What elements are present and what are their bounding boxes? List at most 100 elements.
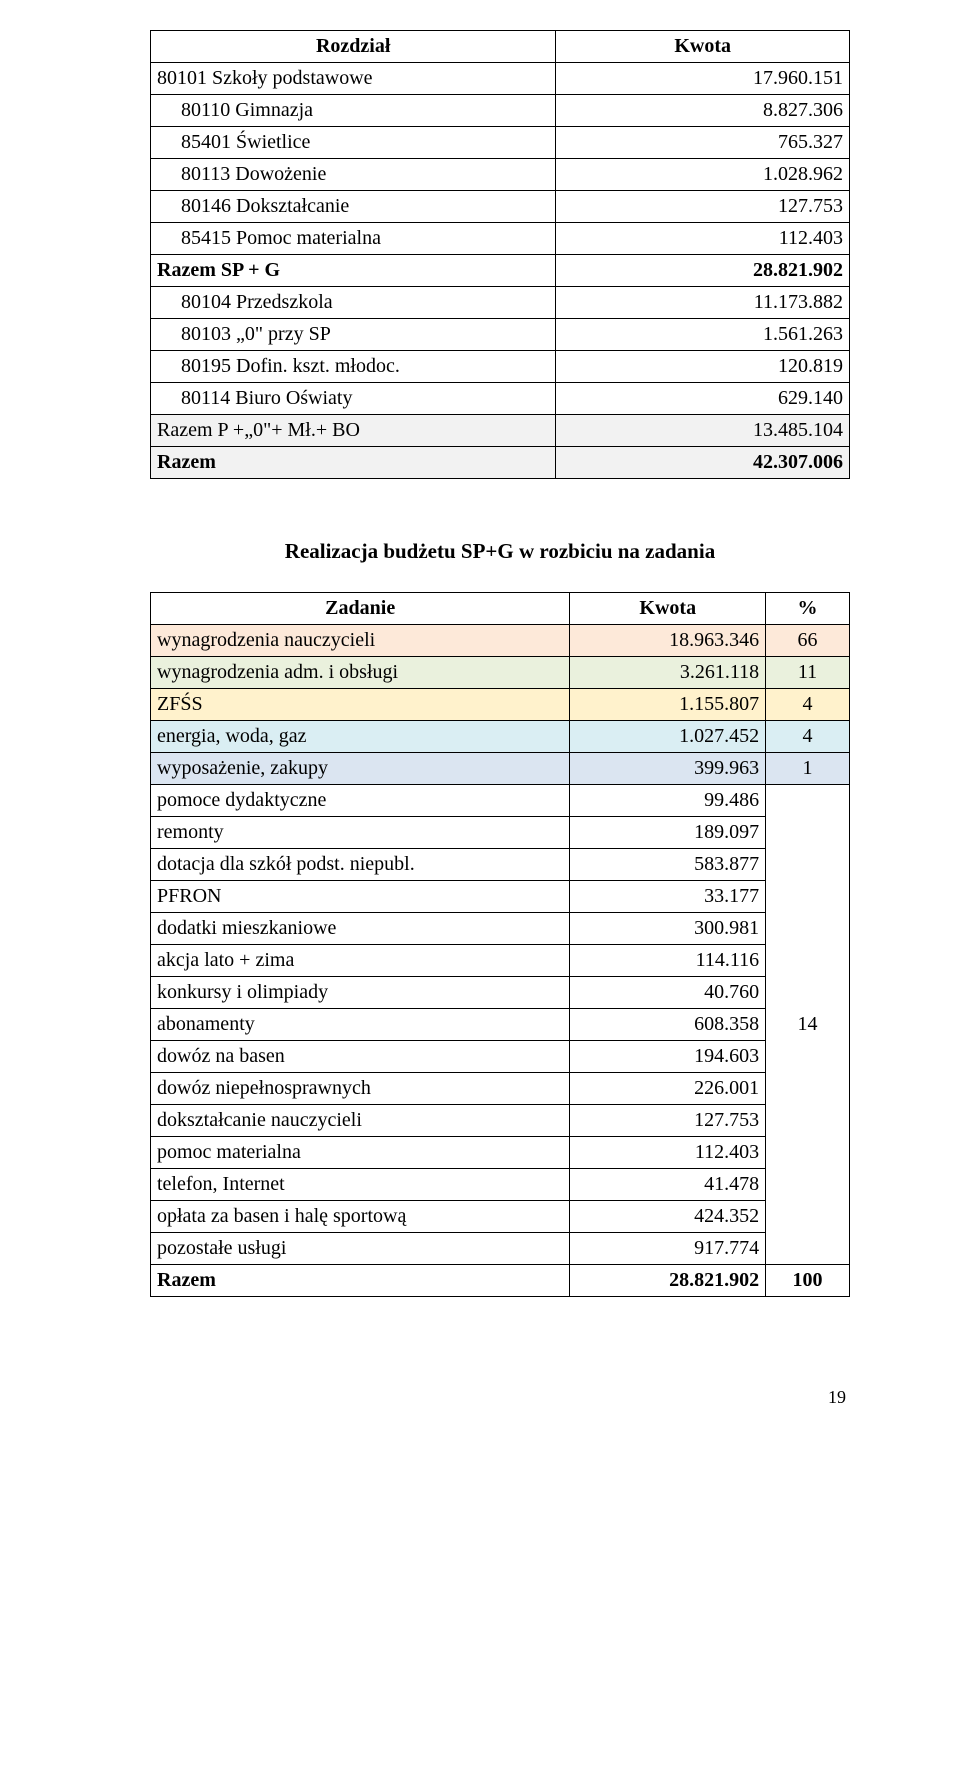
table-row: abonamenty608.358	[151, 1009, 850, 1041]
table-row: 80146 Dokształcanie127.753	[151, 191, 850, 223]
cell-pct: 4	[766, 689, 850, 721]
table-row: wyposażenie, zakupy399.9631	[151, 753, 850, 785]
cell-value: 127.753	[556, 191, 850, 223]
cell-label: remonty	[151, 817, 570, 849]
cell-label: pomoce dydaktyczne	[151, 785, 570, 817]
cell-label: dotacja dla szkół podst. niepubl.	[151, 849, 570, 881]
cell-label: energia, woda, gaz	[151, 721, 570, 753]
header-pct: %	[766, 593, 850, 625]
cell-label: 80110 Gimnazja	[151, 95, 556, 127]
cell-label: 80103 „0" przy SP	[151, 319, 556, 351]
header-rozdzial: Rozdział	[151, 31, 556, 63]
cell-value: 99.486	[570, 785, 766, 817]
cell-label: dowóz na basen	[151, 1041, 570, 1073]
header-kwota: Kwota	[556, 31, 850, 63]
cell-value: 11.173.882	[556, 287, 850, 319]
cell-label: 85415 Pomoc materialna	[151, 223, 556, 255]
table-row: dotacja dla szkół podst. niepubl.583.877	[151, 849, 850, 881]
cell-pct: 11	[766, 657, 850, 689]
cell-value: 3.261.118	[570, 657, 766, 689]
table-row: 80101 Szkoły podstawowe17.960.151	[151, 63, 850, 95]
table-row: akcja lato + zima114.116	[151, 945, 850, 977]
page-number: 19	[150, 1387, 850, 1408]
cell-value: 583.877	[570, 849, 766, 881]
cell-value: 41.478	[570, 1169, 766, 1201]
cell-label: telefon, Internet	[151, 1169, 570, 1201]
table-row: konkursy i olimpiady40.760	[151, 977, 850, 1009]
cell-pct: 66	[766, 625, 850, 657]
cell-label: konkursy i olimpiady	[151, 977, 570, 1009]
cell-pct-merged: 14	[766, 785, 850, 1265]
cell-value: 40.760	[570, 977, 766, 1009]
cell-label: wyposażenie, zakupy	[151, 753, 570, 785]
table-row: dodatki mieszkaniowe300.981	[151, 913, 850, 945]
table-row: wynagrodzenia nauczycieli18.963.34666	[151, 625, 850, 657]
cell-label: wynagrodzenia nauczycieli	[151, 625, 570, 657]
cell-label: 80113 Dowożenie	[151, 159, 556, 191]
cell-label: dodatki mieszkaniowe	[151, 913, 570, 945]
cell-label: 80114 Biuro Oświaty	[151, 383, 556, 415]
cell-value: 28.821.902	[570, 1265, 766, 1297]
cell-pct: 1	[766, 753, 850, 785]
table-row: dowóz niepełnosprawnych226.001	[151, 1073, 850, 1105]
cell-value: 1.027.452	[570, 721, 766, 753]
cell-label: dowóz niepełnosprawnych	[151, 1073, 570, 1105]
cell-label: abonamenty	[151, 1009, 570, 1041]
cell-value: 300.981	[570, 913, 766, 945]
table-row: energia, woda, gaz1.027.4524	[151, 721, 850, 753]
table-row: 80103 „0" przy SP1.561.263	[151, 319, 850, 351]
table-row: Razem SP + G28.821.902	[151, 255, 850, 287]
cell-label: wynagrodzenia adm. i obsługi	[151, 657, 570, 689]
table-row: ZFŚS1.155.8074	[151, 689, 850, 721]
cell-value: 120.819	[556, 351, 850, 383]
table-row: 85415 Pomoc materialna112.403	[151, 223, 850, 255]
cell-value: 226.001	[570, 1073, 766, 1105]
cell-label: Razem	[151, 447, 556, 479]
table-row: pozostałe usługi917.774	[151, 1233, 850, 1265]
cell-value: 112.403	[556, 223, 850, 255]
table-row: 80195 Dofin. kszt. młodoc.120.819	[151, 351, 850, 383]
cell-value: 917.774	[570, 1233, 766, 1265]
table-row: remonty189.097	[151, 817, 850, 849]
cell-label: Razem SP + G	[151, 255, 556, 287]
table-row: 85401 Świetlice765.327	[151, 127, 850, 159]
cell-value: 13.485.104	[556, 415, 850, 447]
cell-value: 18.963.346	[570, 625, 766, 657]
cell-value: 765.327	[556, 127, 850, 159]
cell-value: 194.603	[570, 1041, 766, 1073]
cell-label: 80101 Szkoły podstawowe	[151, 63, 556, 95]
cell-value: 1.561.263	[556, 319, 850, 351]
cell-value: 424.352	[570, 1201, 766, 1233]
cell-value: 189.097	[570, 817, 766, 849]
table-zadanie-kwota-pct: Zadanie Kwota % wynagrodzenia nauczyciel…	[150, 592, 850, 1297]
cell-value: 629.140	[556, 383, 850, 415]
table-row: Razem42.307.006	[151, 447, 850, 479]
cell-label: pozostałe usługi	[151, 1233, 570, 1265]
table-row: 80110 Gimnazja8.827.306	[151, 95, 850, 127]
cell-label: ZFŚS	[151, 689, 570, 721]
header-zadanie: Zadanie	[151, 593, 570, 625]
cell-value: 17.960.151	[556, 63, 850, 95]
cell-label: 80146 Dokształcanie	[151, 191, 556, 223]
table-row: pomoce dydaktyczne99.48614	[151, 785, 850, 817]
cell-value: 114.116	[570, 945, 766, 977]
cell-value: 608.358	[570, 1009, 766, 1041]
cell-label: Razem P +„0"+ Mł.+ BO	[151, 415, 556, 447]
cell-label: pomoc materialna	[151, 1137, 570, 1169]
table-rozdzial-kwota: Rozdział Kwota 80101 Szkoły podstawowe17…	[150, 30, 850, 479]
table-header: Zadanie Kwota %	[151, 593, 850, 625]
table-row: 80113 Dowożenie1.028.962	[151, 159, 850, 191]
cell-label: 80195 Dofin. kszt. młodoc.	[151, 351, 556, 383]
cell-label: 80104 Przedszkola	[151, 287, 556, 319]
cell-label: 85401 Świetlice	[151, 127, 556, 159]
table-row: opłata za basen i halę sportową424.352	[151, 1201, 850, 1233]
cell-value: 1.155.807	[570, 689, 766, 721]
table-row: Razem P +„0"+ Mł.+ BO13.485.104	[151, 415, 850, 447]
table-row: wynagrodzenia adm. i obsługi3.261.11811	[151, 657, 850, 689]
table-row: PFRON33.177	[151, 881, 850, 913]
table-row: pomoc materialna112.403	[151, 1137, 850, 1169]
table-row: telefon, Internet41.478	[151, 1169, 850, 1201]
cell-pct: 4	[766, 721, 850, 753]
cell-value: 42.307.006	[556, 447, 850, 479]
table-row-total: Razem28.821.902100	[151, 1265, 850, 1297]
